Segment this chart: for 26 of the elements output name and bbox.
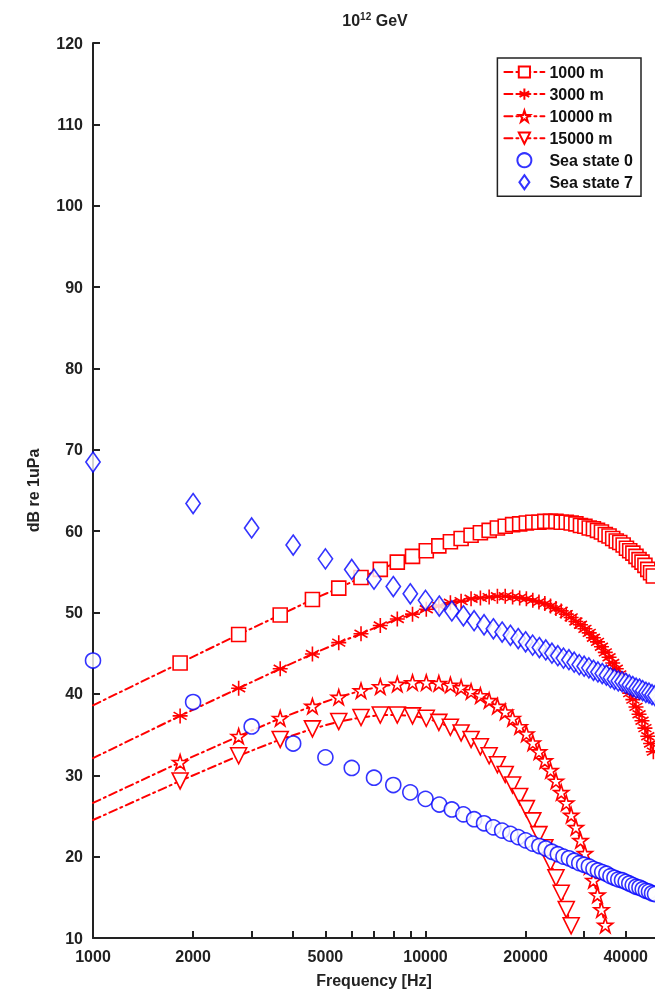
y-tick-label: 100	[56, 197, 84, 215]
legend-label: 3000 m	[549, 85, 604, 103]
x-tick-label: 10000	[403, 947, 448, 965]
y-tick-label: 20	[65, 848, 84, 866]
legend-label: Sea state 7	[549, 173, 634, 191]
y-tick-label: 120	[56, 34, 84, 52]
x-tick-label: 1000	[75, 947, 111, 965]
y-axis-title: dB re 1uPa	[24, 448, 42, 533]
legend-label: 10000 m	[549, 107, 613, 125]
x-tick-label: 40000	[603, 947, 649, 965]
x-tick-label: 5000	[307, 947, 344, 965]
legend-label: 1000 m	[549, 63, 604, 81]
legend-label: Sea state 0	[549, 151, 634, 169]
y-tick-label: 60	[65, 522, 84, 540]
legend-label: 15000 m	[549, 129, 613, 147]
x-tick-label: 20000	[503, 947, 548, 965]
y-tick-label: 50	[65, 604, 84, 622]
y-tick-label: 10	[65, 929, 84, 947]
x-axis-title: Frequency [Hz]	[316, 971, 432, 989]
y-tick-label: 90	[65, 278, 84, 296]
y-tick-label: 110	[57, 115, 84, 133]
y-tick-label: 70	[65, 441, 84, 459]
y-tick-label: 80	[65, 359, 84, 377]
x-tick-label: 2000	[175, 947, 211, 965]
y-tick-label: 40	[65, 685, 84, 703]
y-tick-label: 30	[65, 766, 84, 784]
